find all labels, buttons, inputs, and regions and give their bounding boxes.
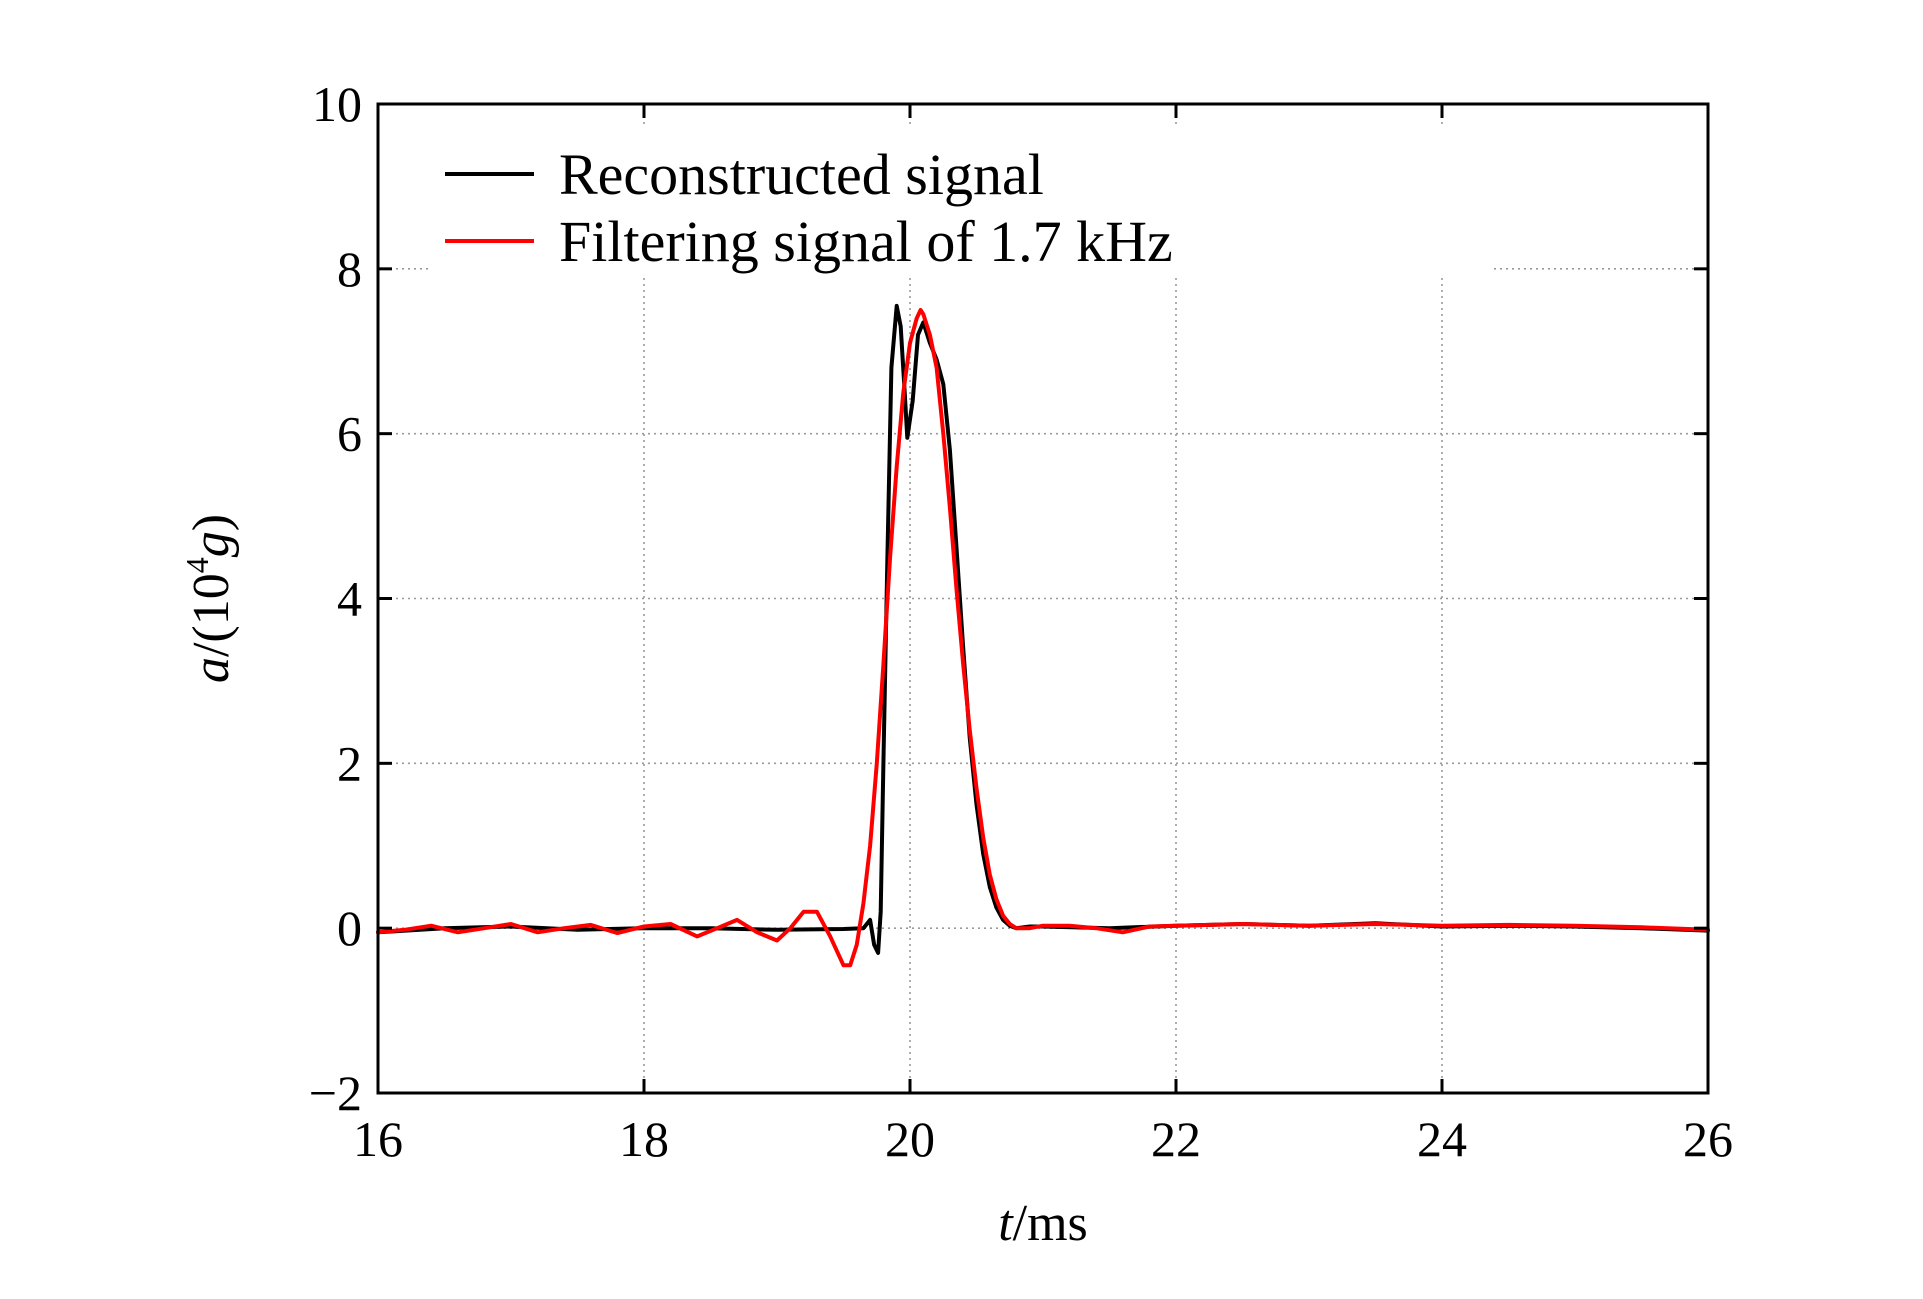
y-tick-label: −2 xyxy=(309,1065,362,1121)
x-axis-variable: t xyxy=(998,1195,1014,1252)
x-axis-title: t/ms xyxy=(998,1195,1088,1252)
x-tick-label: 18 xyxy=(619,1111,669,1167)
x-tick-label: 20 xyxy=(885,1111,935,1167)
ticks xyxy=(376,102,1710,1095)
x-tick-label: 22 xyxy=(1151,1111,1201,1167)
y-axis-mid: /(10 xyxy=(183,573,240,657)
y-tick-labels: −2 0 2 4 6 8 10 xyxy=(309,76,362,1121)
y-axis-title: a/(104g) xyxy=(179,514,240,683)
x-tick-label: 26 xyxy=(1683,1111,1733,1167)
series-group xyxy=(376,303,1710,968)
x-tick-label: 16 xyxy=(353,1111,403,1167)
legend-label-filtering: Filtering signal of 1.7 kHz xyxy=(559,209,1173,274)
y-axis-superscript: 4 xyxy=(179,557,215,573)
legend-label-reconstructed: Reconstructed signal xyxy=(559,142,1044,207)
legend: Reconstructed signal Filtering signal of… xyxy=(432,128,1492,278)
y-tick-label: 8 xyxy=(337,241,362,297)
y-axis-end: ) xyxy=(183,514,240,531)
x-axis-unit: /ms xyxy=(1013,1195,1088,1252)
x-tick-labels: 16 18 20 22 24 26 xyxy=(353,1111,1733,1167)
y-tick-label: 10 xyxy=(312,76,362,132)
y-axis-variable: a xyxy=(183,657,240,683)
y-tick-label: 0 xyxy=(337,900,362,956)
y-tick-label: 6 xyxy=(337,406,362,462)
series-filtering-line xyxy=(376,308,1710,968)
y-axis-variable-2: g xyxy=(183,531,240,557)
legend-background xyxy=(432,128,1492,278)
y-tick-label: 2 xyxy=(337,735,362,791)
x-tick-label: 24 xyxy=(1417,1111,1467,1167)
y-tick-label: 4 xyxy=(337,571,362,627)
